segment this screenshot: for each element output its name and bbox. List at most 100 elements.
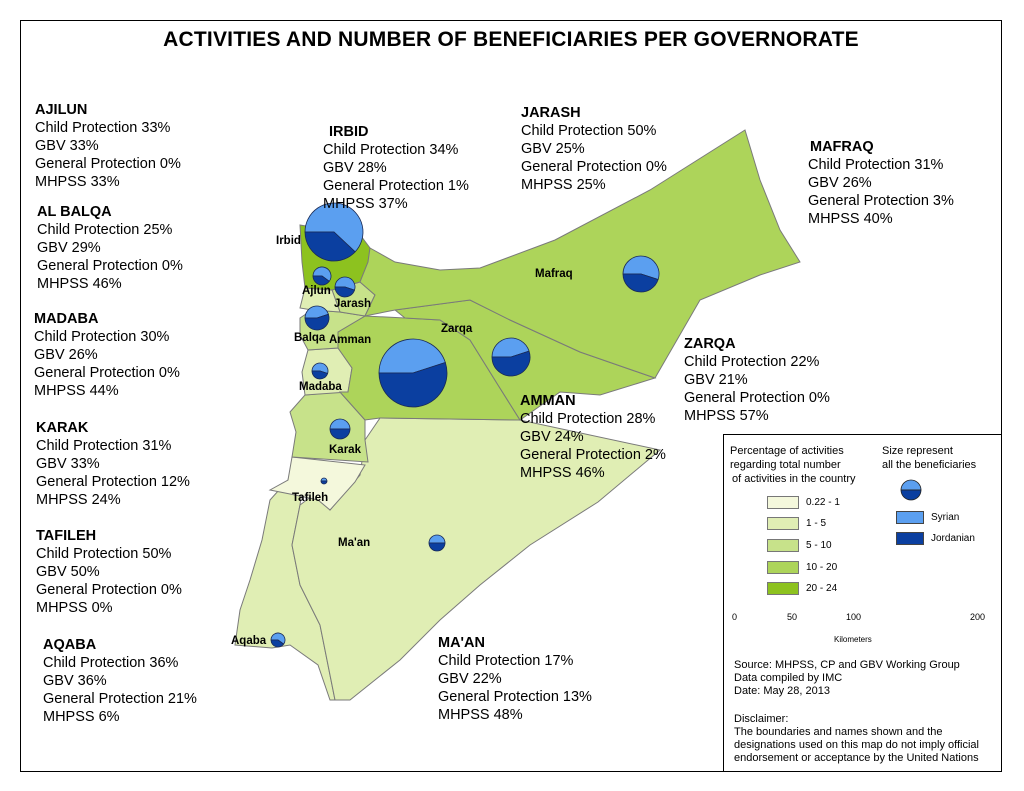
map-label-madaba: Madaba	[299, 381, 342, 393]
stats-name: AJILUN	[35, 102, 88, 118]
legend-pct-title-3: of activities in the country	[732, 473, 856, 485]
region-tafileh	[268, 456, 366, 511]
stat-mhpss: MHPSS 24%	[36, 492, 121, 508]
stats-mafraq: MAFRAQ Child Protection 31% GBV 26% Gene…	[808, 138, 954, 228]
stat-cp: Child Protection 50%	[521, 123, 657, 139]
scale-tick-100: 100	[846, 612, 862, 622]
stat-cp: Child Protection 30%	[34, 329, 170, 345]
legend-class-swatch-3	[767, 539, 799, 552]
map-label-amman: Amman	[329, 334, 372, 346]
legend-class-swatch-4	[767, 561, 799, 574]
pie-slice-syrian	[304, 305, 329, 319]
legend-class-swatch-2	[767, 517, 799, 530]
stat-mhpss: MHPSS 44%	[34, 383, 119, 399]
map-label-mafraq: Mafraq	[535, 268, 573, 280]
stats-name: IRBID	[329, 124, 369, 140]
map-frame	[20, 20, 1002, 772]
pie-albalqa	[304, 305, 330, 331]
pie-slice-syrian	[312, 266, 332, 282]
stat-cp: Child Protection 33%	[35, 120, 171, 136]
pie-slice-jordanian	[378, 361, 448, 408]
map-label-balqa: Balqa	[294, 332, 326, 344]
stat-gp: General Protection 0%	[37, 258, 183, 274]
stat-cp: Child Protection 25%	[37, 222, 173, 238]
stat-gp: General Protection 0%	[521, 159, 667, 175]
pie-maan	[428, 534, 446, 552]
stats-zarqa: ZARQA Child Protection 22% GBV 21% Gener…	[684, 335, 830, 425]
stat-gp: General Protection 1%	[323, 178, 469, 194]
stats-name: JARASH	[521, 105, 581, 121]
legend-series-swatch-syrian	[896, 511, 924, 524]
legend-pie-symbol	[900, 479, 922, 501]
stat-mhpss: MHPSS 33%	[35, 174, 120, 190]
stat-gbv: GBV 28%	[323, 160, 387, 176]
stat-gp: General Protection 3%	[808, 193, 954, 209]
map-label-jarash: Jarash	[334, 298, 372, 310]
pie-slice-jordanian	[270, 639, 285, 648]
stat-gp: General Protection 0%	[34, 365, 180, 381]
stat-gbv: GBV 24%	[520, 429, 584, 445]
stat-gbv: GBV 26%	[808, 175, 872, 191]
legend-series-label-jordanian: Jordanian	[931, 533, 975, 544]
stats-name: MAFRAQ	[810, 139, 874, 155]
stat-cp: Child Protection 17%	[438, 653, 574, 669]
map-label-ajlun: Ajlun	[302, 285, 331, 297]
map-label-karak: Karak	[329, 444, 361, 456]
stat-gp: General Protection 0%	[36, 582, 182, 598]
stat-mhpss: MHPSS 37%	[323, 196, 408, 212]
legend-class-label-1: 0.22 - 1	[806, 497, 840, 508]
pie-slice-jordanian	[334, 286, 356, 298]
pie-slice-syrian	[491, 337, 530, 358]
legend-class-swatch-1	[767, 496, 799, 509]
stats-irbid: IRBID Child Protection 34% GBV 28% Gener…	[323, 123, 469, 213]
pie-slice-syrian	[304, 202, 364, 253]
pie-slice-jordanian	[304, 313, 330, 331]
stat-cp: Child Protection 28%	[520, 411, 656, 427]
region-mafraq	[359, 129, 801, 379]
stat-mhpss: MHPSS 25%	[521, 177, 606, 193]
stat-mhpss: MHPSS 46%	[520, 465, 605, 481]
stats-amman: AMMAN Child Protection 28% GBV 24% Gener…	[520, 392, 666, 482]
legend-size-title-2: all the beneficiaries	[882, 459, 977, 471]
pie-slice-jordanian	[320, 480, 328, 485]
stat-mhpss: MHPSS 57%	[684, 408, 769, 424]
legend-disclaimer-2: designations used on this map do not imp…	[734, 739, 979, 751]
stat-cp: Child Protection 22%	[684, 354, 820, 370]
pie-slice-jordanian	[312, 275, 330, 286]
pie-jarash	[334, 276, 356, 298]
stats-name: AMMAN	[520, 393, 576, 409]
pie-slice-syrian	[329, 418, 351, 430]
pie-zarqa	[491, 337, 531, 377]
stats-name: TAFILEH	[36, 528, 97, 544]
stat-gbv: GBV 25%	[521, 141, 585, 157]
legend-disclaimer-3: endorsement or acceptance by the United …	[734, 752, 979, 764]
map-label-maan: Ma'an	[338, 537, 371, 549]
stat-cp: Child Protection 50%	[36, 546, 172, 562]
stats-name: MA'AN	[438, 635, 485, 651]
scale-tick-50: 50	[787, 612, 798, 622]
legend-class-label-4: 10 - 20	[806, 562, 838, 573]
stat-gbv: GBV 26%	[34, 347, 98, 363]
pie-ajilun	[312, 266, 332, 286]
stat-mhpss: MHPSS 0%	[36, 600, 113, 616]
scale-tick-200: 200	[970, 612, 986, 622]
stat-mhpss: MHPSS 46%	[37, 276, 122, 292]
stat-gp: General Protection 21%	[43, 691, 197, 707]
stats-aqaba: AQABA Child Protection 36% GBV 36% Gener…	[43, 636, 197, 726]
legend-class-label-3: 5 - 10	[806, 540, 832, 551]
stats-name: AL BALQA	[37, 204, 112, 220]
stat-gp: General Protection 0%	[35, 156, 181, 172]
legend-class-swatch-5	[767, 582, 799, 595]
stats-maan: MA'AN Child Protection 17% GBV 22% Gener…	[438, 634, 592, 724]
pie-amman	[378, 338, 448, 408]
stat-cp: Child Protection 31%	[808, 157, 944, 173]
stat-mhpss: MHPSS 48%	[438, 707, 523, 723]
stat-gbv: GBV 33%	[36, 456, 100, 472]
pie-slice-jordanian	[329, 428, 351, 440]
map-label-aqaba: Aqaba	[231, 635, 267, 647]
stats-albalqa: AL BALQA Child Protection 25% GBV 29% Ge…	[37, 203, 183, 293]
stat-mhpss: MHPSS 6%	[43, 709, 120, 725]
legend-class-label-2: 1 - 5	[806, 518, 827, 529]
stats-name: KARAK	[36, 420, 89, 436]
